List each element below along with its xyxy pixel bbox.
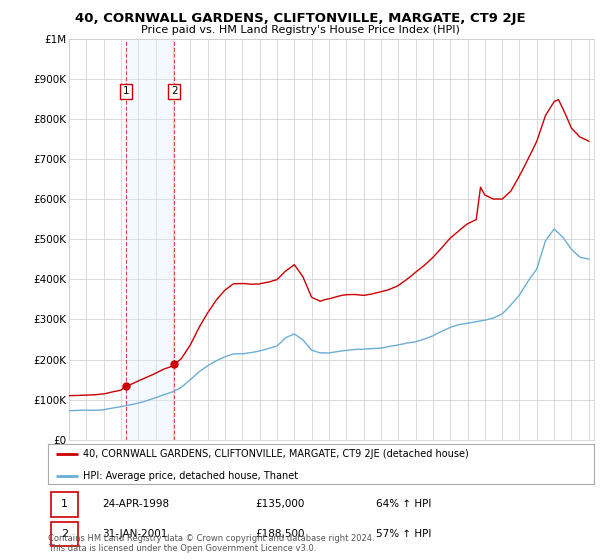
Text: Price paid vs. HM Land Registry's House Price Index (HPI): Price paid vs. HM Land Registry's House … — [140, 25, 460, 35]
Text: 40, CORNWALL GARDENS, CLIFTONVILLE, MARGATE, CT9 2JE (detached house): 40, CORNWALL GARDENS, CLIFTONVILLE, MARG… — [83, 449, 469, 459]
Text: HPI: Average price, detached house, Thanet: HPI: Average price, detached house, Than… — [83, 470, 299, 480]
Text: £188,500: £188,500 — [256, 529, 305, 539]
Text: 64% ↑ HPI: 64% ↑ HPI — [376, 499, 431, 509]
Text: 31-JAN-2001: 31-JAN-2001 — [103, 529, 168, 539]
Text: £135,000: £135,000 — [256, 499, 305, 509]
Bar — [51, 522, 78, 547]
Text: 40, CORNWALL GARDENS, CLIFTONVILLE, MARGATE, CT9 2JE: 40, CORNWALL GARDENS, CLIFTONVILLE, MARG… — [74, 12, 526, 25]
Bar — [51, 492, 78, 516]
Text: Contains HM Land Registry data © Crown copyright and database right 2024.
This d: Contains HM Land Registry data © Crown c… — [48, 534, 374, 553]
Text: 1: 1 — [123, 86, 130, 96]
Bar — [127, 39, 175, 440]
Text: 2: 2 — [171, 86, 178, 96]
Text: 2: 2 — [61, 529, 68, 539]
Text: 24-APR-1998: 24-APR-1998 — [103, 499, 170, 509]
Text: 57% ↑ HPI: 57% ↑ HPI — [376, 529, 431, 539]
Text: 1: 1 — [61, 499, 68, 509]
